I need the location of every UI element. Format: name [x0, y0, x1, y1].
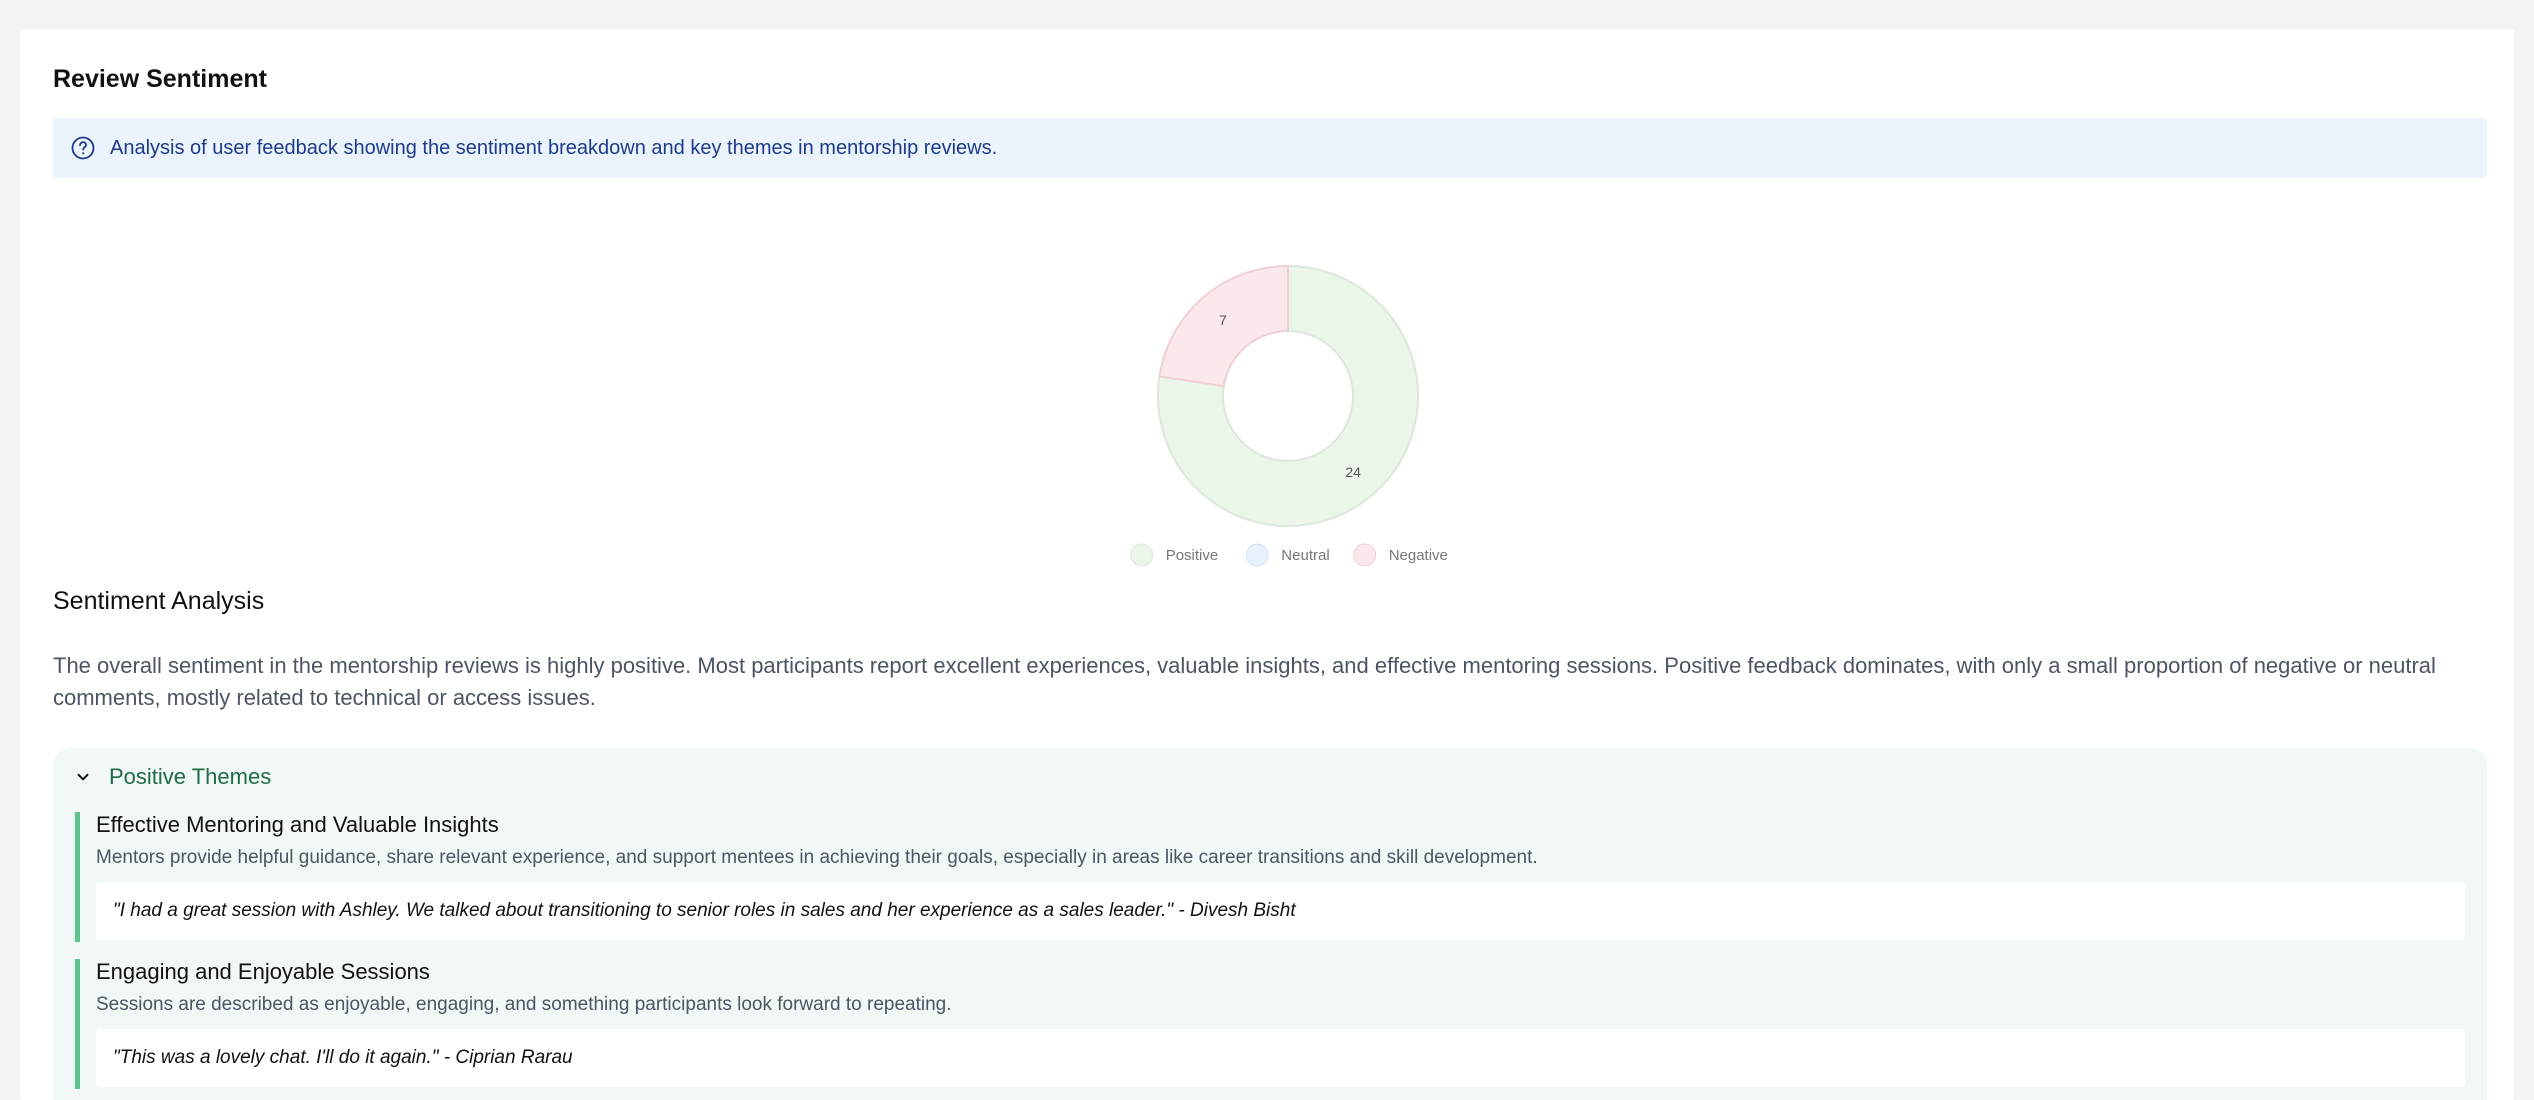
theme-title: Engaging and Enjoyable Sessions	[96, 959, 430, 984]
sentiment-donut-chart: 24 7 Positive Neutral Negative	[53, 209, 2487, 579]
legend-label-neutral[interactable]: Neutral	[1281, 547, 1329, 564]
chevron-down-icon	[77, 773, 89, 781]
theme-item: Effective Mentoring and Valuable Insight…	[75, 812, 2470, 942]
theme-quote: "I had a great session with Ashley. We t…	[96, 882, 2465, 940]
theme-quote: "This was a lovely chat. I'll do it agai…	[96, 1029, 2465, 1087]
theme-title: Effective Mentoring and Valuable Insight…	[96, 812, 499, 837]
legend-swatch-negative[interactable]	[1353, 543, 1377, 567]
page-title: Review Sentiment	[53, 65, 267, 93]
theme-description: Mentors provide helpful guidance, share …	[96, 847, 1538, 868]
sentiment-summary: The overall sentiment in the mentorship …	[53, 653, 2436, 710]
positive-themes-panel: Positive Themes Effective Mentoring and …	[53, 748, 2487, 1100]
quote-text: "I had a great session with Ashley. We t…	[113, 900, 1296, 921]
legend-swatch-neutral[interactable]	[1245, 543, 1269, 567]
review-sentiment-card: Review Sentiment Analysis of user feedba…	[20, 29, 2514, 1100]
donut-slice-positive[interactable]	[1157, 264, 1419, 527]
legend-label-positive[interactable]: Positive	[1166, 547, 1219, 564]
theme-item: Engaging and Enjoyable Sessions Sessions…	[75, 959, 2470, 1089]
positive-themes-label: Positive Themes	[109, 764, 272, 789]
donut-data-label-positive: 24	[1345, 464, 1361, 480]
info-text: Analysis of user feedback showing the se…	[110, 136, 998, 159]
donut-slice-negative[interactable]	[1158, 264, 1289, 388]
sentiment-analysis-heading: Sentiment Analysis	[53, 587, 265, 615]
card-content: Review Sentiment Analysis of user feedba…	[53, 29, 2487, 1100]
donut-chart-svg: 24 7 Positive Neutral Negative	[1130, 264, 1448, 567]
quote-text: "This was a lovely chat. I'll do it agai…	[113, 1047, 573, 1068]
info-banner: Analysis of user feedback showing the se…	[53, 118, 2487, 178]
legend-swatch-positive[interactable]	[1130, 543, 1154, 567]
legend-label-negative[interactable]: Negative	[1389, 547, 1448, 564]
donut-data-label-negative: 7	[1219, 312, 1227, 328]
help-circle-icon	[71, 136, 95, 160]
theme-description: Sessions are described as enjoyable, eng…	[96, 994, 952, 1015]
positive-themes-toggle[interactable]: Positive Themes	[75, 764, 271, 790]
